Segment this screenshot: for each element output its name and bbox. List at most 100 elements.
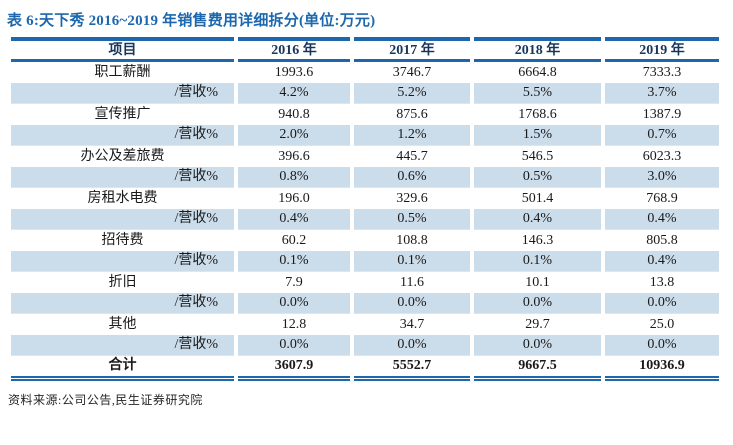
- cell-value: 1387.9: [642, 107, 682, 122]
- cell-value: 0.1%: [354, 251, 470, 272]
- cell-value: 0.5%: [474, 167, 601, 188]
- table-row: 其他 12.8 34.7 29.7 25.0: [11, 314, 719, 335]
- cell-value: 0.7%: [605, 125, 719, 146]
- cell-value: 29.7: [525, 317, 550, 332]
- cell-value: 3746.7: [392, 65, 432, 80]
- row-label: 招待费: [101, 233, 144, 248]
- table-row: 合计 3607.9 5552.7 9667.5 10936.9: [11, 356, 719, 381]
- row-label: 职工薪酬: [94, 65, 151, 80]
- cell-value: 0.0%: [474, 335, 601, 356]
- cell-value: 0.0%: [354, 335, 470, 356]
- cell-value: 768.9: [646, 191, 678, 206]
- row-label: /营收%: [11, 125, 234, 146]
- table-row: 房租水电费 196.0 329.6 501.4 768.9: [11, 188, 719, 209]
- row-label: 房租水电费: [87, 191, 158, 206]
- row-label: 其他: [108, 317, 137, 332]
- cell-value: 12.8: [281, 317, 307, 332]
- cell-value: 0.4%: [605, 251, 719, 272]
- cell-value: 7333.3: [642, 65, 682, 80]
- cell-value: 6023.3: [642, 149, 682, 164]
- table-row: /营收% 2.0% 1.2% 1.5% 0.7%: [11, 125, 719, 146]
- table-row: 办公及差旅费 396.6 445.7 546.5 6023.3: [11, 146, 719, 167]
- cell-value: 5.2%: [354, 83, 470, 104]
- cell-value: 3.7%: [605, 83, 719, 104]
- cell-value: 0.0%: [354, 293, 470, 314]
- cell-value: 875.6: [396, 107, 428, 122]
- row-label: /营收%: [11, 335, 234, 356]
- cell-value: 1.5%: [474, 125, 601, 146]
- row-label: 折旧: [108, 275, 137, 290]
- expense-breakdown-table: 项目 2016 年 2017 年 2018 年 2019 年 职工薪酬 1993…: [7, 37, 723, 381]
- table-row: /营收% 0.1% 0.1% 0.1% 0.4%: [11, 251, 719, 272]
- cell-value: 146.3: [521, 233, 554, 248]
- cell-value: 5.5%: [474, 83, 601, 104]
- cell-value: 805.8: [646, 233, 678, 248]
- cell-value: 396.6: [278, 149, 310, 164]
- cell-value: 108.8: [396, 233, 428, 248]
- cell-value: 0.0%: [238, 293, 350, 314]
- cell-value: 445.7: [396, 149, 428, 164]
- cell-value: 0.4%: [605, 209, 719, 230]
- header-row: 项目 2016 年 2017 年 2018 年 2019 年: [11, 37, 719, 62]
- cell-value: 5552.7: [354, 356, 470, 381]
- row-label: 办公及差旅费: [80, 149, 165, 164]
- cell-value: 0.0%: [605, 293, 719, 314]
- row-label: 合计: [11, 356, 234, 381]
- cell-value: 1768.6: [518, 107, 557, 122]
- row-label: 宣传推广: [94, 107, 151, 122]
- cell-value: 2.0%: [238, 125, 350, 146]
- cell-value: 9667.5: [474, 356, 601, 381]
- cell-value: 10.1: [525, 275, 550, 290]
- cell-value: 0.6%: [354, 167, 470, 188]
- table-row: 宣传推广 940.8 875.6 1768.6 1387.9: [11, 104, 719, 125]
- column-header-year-2017: 2017 年: [354, 37, 470, 62]
- cell-value: 11.6: [400, 275, 424, 290]
- cell-value: 4.2%: [238, 83, 350, 104]
- cell-value: 6664.8: [518, 65, 557, 80]
- column-header-item: 项目: [11, 37, 234, 62]
- cell-value: 7.9: [285, 275, 303, 290]
- table-row: 折旧 7.9 11.6 10.1 13.8: [11, 272, 719, 293]
- cell-value: 196.0: [278, 191, 310, 206]
- table-row: /营收% 4.2% 5.2% 5.5% 3.7%: [11, 83, 719, 104]
- cell-value: 0.1%: [238, 251, 350, 272]
- cell-value: 60.2: [281, 233, 307, 248]
- cell-value: 0.0%: [238, 335, 350, 356]
- cell-value: 501.4: [521, 191, 554, 206]
- table-body: 职工薪酬 1993.6 3746.7 6664.8 7333.3 /营收% 4.…: [11, 62, 719, 381]
- cell-value: 940.8: [278, 107, 310, 122]
- cell-value: 3607.9: [238, 356, 350, 381]
- source-note: 资料来源:公司公告,民生证券研究院: [8, 393, 203, 407]
- cell-value: 25.0: [649, 317, 675, 332]
- cell-value: 0.4%: [238, 209, 350, 230]
- cell-value: 10936.9: [605, 356, 719, 381]
- table-row: 招待费 60.2 108.8 146.3 805.8: [11, 230, 719, 251]
- table-row: /营收% 0.0% 0.0% 0.0% 0.0%: [11, 335, 719, 356]
- table-row: /营收% 0.0% 0.0% 0.0% 0.0%: [11, 293, 719, 314]
- cell-value: 0.8%: [238, 167, 350, 188]
- cell-value: 0.0%: [605, 335, 719, 356]
- cell-value: 34.7: [399, 317, 425, 332]
- cell-value: 0.4%: [474, 209, 601, 230]
- table-row: /营收% 0.8% 0.6% 0.5% 3.0%: [11, 167, 719, 188]
- column-header-year-2019: 2019 年: [605, 37, 719, 62]
- row-label: /营收%: [11, 83, 234, 104]
- cell-value: 3.0%: [605, 167, 719, 188]
- table-header: 项目 2016 年 2017 年 2018 年 2019 年: [11, 37, 719, 62]
- cell-value: 0.1%: [474, 251, 601, 272]
- cell-value: 0.5%: [354, 209, 470, 230]
- cell-value: 1993.6: [274, 65, 314, 80]
- row-label: /营收%: [11, 293, 234, 314]
- cell-value: 1.2%: [354, 125, 470, 146]
- column-header-year-2018: 2018 年: [474, 37, 601, 62]
- row-label: /营收%: [11, 209, 234, 230]
- column-header-year-2016: 2016 年: [238, 37, 350, 62]
- row-label: /营收%: [11, 167, 234, 188]
- table-row: 职工薪酬 1993.6 3746.7 6664.8 7333.3: [11, 62, 719, 83]
- report-page: 表 6:天下秀 2016~2019 年销售费用详细拆分(单位:万元) 项目 20…: [7, 13, 723, 407]
- cell-value: 13.8: [649, 275, 675, 290]
- cell-value: 546.5: [521, 149, 554, 164]
- cell-value: 0.0%: [474, 293, 601, 314]
- row-label: /营收%: [11, 251, 234, 272]
- table-title: 表 6:天下秀 2016~2019 年销售费用详细拆分(单位:万元): [7, 13, 376, 29]
